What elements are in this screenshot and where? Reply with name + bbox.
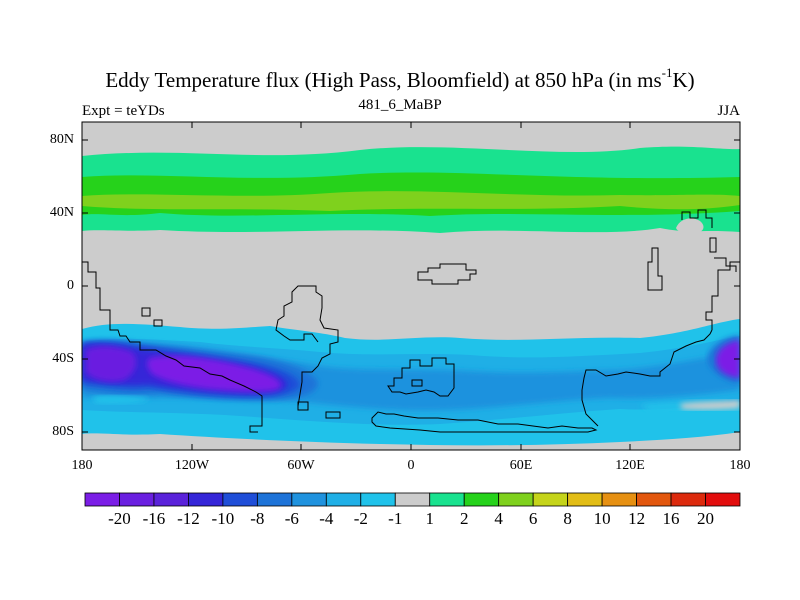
contour-level-n20 <box>147 355 281 392</box>
coastline-southern-atlantic <box>297 401 341 419</box>
lat-label-80n: 80N <box>49 132 74 147</box>
colorbar-label: 6 <box>528 509 538 528</box>
coastline-north-east <box>681 209 713 228</box>
colorbar-label: 4 <box>494 509 503 528</box>
lon-label-180w: 180 <box>71 458 93 473</box>
lon-label-60e: 60E <box>509 458 533 473</box>
chart-title: Eddy Temperature flux (High Pass, Bloomf… <box>0 65 800 92</box>
coastline-pacific-islands <box>417 263 477 285</box>
colorbar-label: 2 <box>459 509 469 528</box>
lon-label-180e: 180 <box>729 458 751 473</box>
lon-label-120e: 120E <box>615 458 645 473</box>
colorbar-box <box>670 492 706 507</box>
colorbar-label: 12 <box>628 509 646 528</box>
coastal-dip <box>676 218 704 234</box>
lat-label-0: 0 <box>67 278 74 293</box>
coastline-west-america <box>82 261 263 433</box>
coastline-south-america-tip <box>141 307 163 327</box>
colorbar-box <box>256 492 293 507</box>
title-prefix: Eddy Temperature flux (High Pass, Bloomf… <box>105 68 662 92</box>
colorbar-label: -16 <box>142 509 166 528</box>
colorbar-label: -20 <box>108 509 131 528</box>
colorbar-box <box>601 492 637 507</box>
colorbar-box <box>222 492 258 507</box>
run-label: 481_6_MaBP <box>358 97 442 113</box>
colorbar-box <box>360 492 396 507</box>
colorbar-box <box>153 492 189 507</box>
colorbar-label: -8 <box>250 509 265 528</box>
colorbar-label: 16 <box>662 509 680 528</box>
colorbar-box <box>84 492 120 507</box>
light-streak-west <box>92 395 150 404</box>
gray-streak-east <box>680 400 740 410</box>
colorbar <box>84 492 741 507</box>
coastline-australia-north <box>705 261 740 330</box>
southern-negative-band <box>82 319 740 446</box>
colorbar-box <box>705 492 741 507</box>
colorbar-label: -1 <box>388 509 403 528</box>
contour-level-n16 <box>86 346 137 382</box>
coastline-east-asia <box>647 247 663 291</box>
colorbar-label: -6 <box>284 509 299 528</box>
northern-positive-band <box>82 146 740 234</box>
lon-label-60w: 60W <box>287 458 315 473</box>
colorbar-box <box>636 492 672 507</box>
colorbar-label: -4 <box>319 509 334 528</box>
coastlines <box>82 209 740 433</box>
colorbar-box <box>567 492 603 507</box>
colorbar-label: 10 <box>593 509 611 528</box>
contour-level-4-6 <box>82 191 740 211</box>
coastline-africa <box>275 285 339 407</box>
lat-label-40s: 40S <box>52 351 74 366</box>
colorbar-box <box>188 492 224 507</box>
colorbar-box <box>119 492 155 507</box>
colorbar-box <box>325 492 362 507</box>
colorbar-label: 1 <box>425 509 434 528</box>
colorbar-box <box>532 492 569 507</box>
colorbar-box <box>394 492 431 507</box>
colorbar-label: -2 <box>353 509 368 528</box>
colorbar-box <box>463 492 500 507</box>
season-label: JJA <box>717 103 740 119</box>
experiment-label: Expt = teYDs <box>82 103 165 119</box>
colorbar-label: 20 <box>697 509 715 528</box>
coastline-australia <box>387 357 455 397</box>
colorbar-label: -10 <box>211 509 235 528</box>
colorbar-box <box>429 492 465 507</box>
coastline-east-pacific <box>581 329 713 427</box>
lat-label-40n: 40N <box>49 205 74 220</box>
coastline-east-islands <box>709 237 737 272</box>
lon-label-0: 0 <box>407 458 415 473</box>
coastline-antarctica <box>371 411 598 433</box>
contour-level-n20-east <box>716 340 740 378</box>
title-suffix: K) <box>672 68 695 92</box>
colorbar-label: 8 <box>563 509 572 528</box>
title-superscript: -1 <box>661 65 673 80</box>
filled-contours <box>82 122 740 450</box>
tick-marks <box>81 122 741 450</box>
lon-label-120w: 120W <box>174 458 210 473</box>
lat-label-80s: 80S <box>52 424 74 439</box>
colorbar-box <box>291 492 327 507</box>
colorbar-box <box>498 492 534 507</box>
colorbar-label: -12 <box>177 509 200 528</box>
